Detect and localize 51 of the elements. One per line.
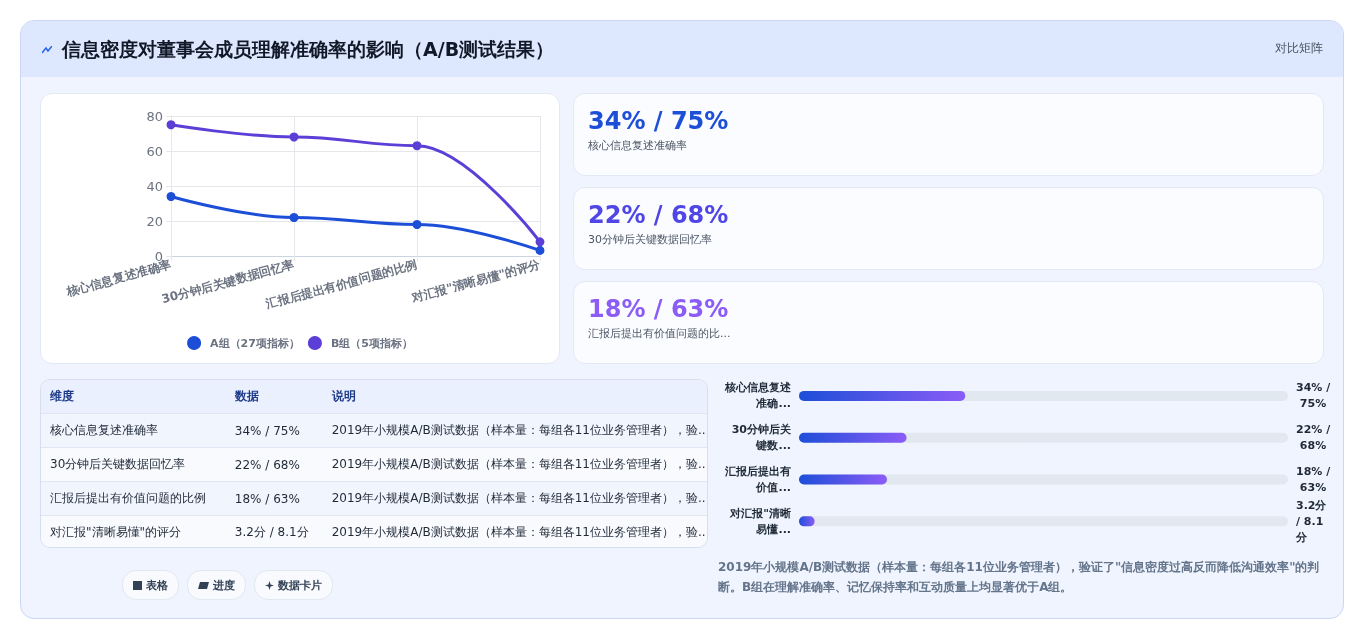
- text: 核心信息复述准确率: [588, 138, 688, 153]
- text: 34% / 75%: [588, 106, 730, 136]
- text: 维度: [49, 388, 75, 405]
- text: 对比矩阵: [1275, 40, 1323, 57]
- legend-label: A组（27项指标）: [210, 336, 300, 350]
- y-tick-label: 60: [146, 143, 163, 159]
- data-label: 34% / 75%: [1296, 381, 1332, 411]
- text: 34% / 75%: [233, 423, 301, 438]
- data-label: 18% / 63%: [1296, 465, 1332, 495]
- text: 数据卡片: [278, 577, 322, 593]
- text: 22% / 68%: [588, 200, 730, 230]
- text: 对汇报"清晰易懂"的评分: [49, 524, 183, 541]
- data-label: 22% / 68%: [1296, 423, 1332, 453]
- text: 2019年小规模A/B测试数据（样本量：每组各11位业务管理者），验...: [330, 524, 708, 541]
- text: 18% / 63%: [233, 491, 301, 506]
- text: 表格: [146, 577, 168, 593]
- point: [535, 237, 545, 247]
- point: [412, 141, 422, 151]
- y-tick-label: 核心信息复述准确...: [724, 381, 792, 411]
- text: 核心信息复述准确率: [49, 422, 159, 439]
- y-tick-label: 30分钟后关键数...: [731, 423, 792, 453]
- bar: [799, 474, 888, 485]
- text: 说明: [330, 388, 357, 405]
- text: 数据: [233, 388, 260, 405]
- point: [166, 192, 176, 201]
- text: 30分钟后关键数据回忆率: [49, 456, 187, 473]
- y-tick-label: 40: [146, 178, 163, 194]
- chart-title: 信息密度对董事会成员理解准确率的影响（A/B测试结果）: [62, 37, 555, 62]
- text: 2019年小规模A/B测试数据（样本量：每组各11位业务管理者），验...: [330, 490, 708, 507]
- point: [166, 120, 176, 130]
- point: [535, 245, 545, 255]
- text: 30分钟后关键数据回忆率: [588, 232, 713, 247]
- text: 汇报后提出有价值问题的比...: [588, 326, 732, 341]
- y-tick-label: 对汇报"清晰易懂...: [729, 506, 791, 536]
- text: 3.2分 / 8.1分: [233, 524, 310, 541]
- text: 进度: [213, 577, 235, 593]
- text: 18% / 63%: [588, 294, 730, 324]
- bar: [799, 432, 907, 443]
- y-tick-label: 80: [146, 108, 163, 124]
- text: 2019年小规模A/B测试数据（样本量：每组各11位业务管理者），验证了"信息密度过高反而降低沟通效率"的判断。B组在理解准确率、记忆保持率和互动质量上均显著优于A组。: [718, 559, 1321, 596]
- text: 2019年小规模A/B测试数据（样本量：每组各11位业务管理者），验...: [330, 422, 708, 439]
- point: [289, 213, 299, 222]
- data-label: 3.2分 / 8.1分: [1295, 498, 1331, 544]
- text: 汇报后提出有价值问题的比例: [49, 490, 207, 507]
- point: [289, 132, 299, 142]
- text: 2019年小规模A/B测试数据（样本量：每组各11位业务管理者），验...: [330, 456, 708, 473]
- point: [412, 220, 422, 229]
- y-tick-label: 20: [146, 213, 163, 229]
- text: 22% / 68%: [233, 457, 301, 472]
- y-tick-label: 汇报后提出有价值...: [724, 465, 791, 495]
- legend-label: B组（5项指标）: [330, 336, 413, 350]
